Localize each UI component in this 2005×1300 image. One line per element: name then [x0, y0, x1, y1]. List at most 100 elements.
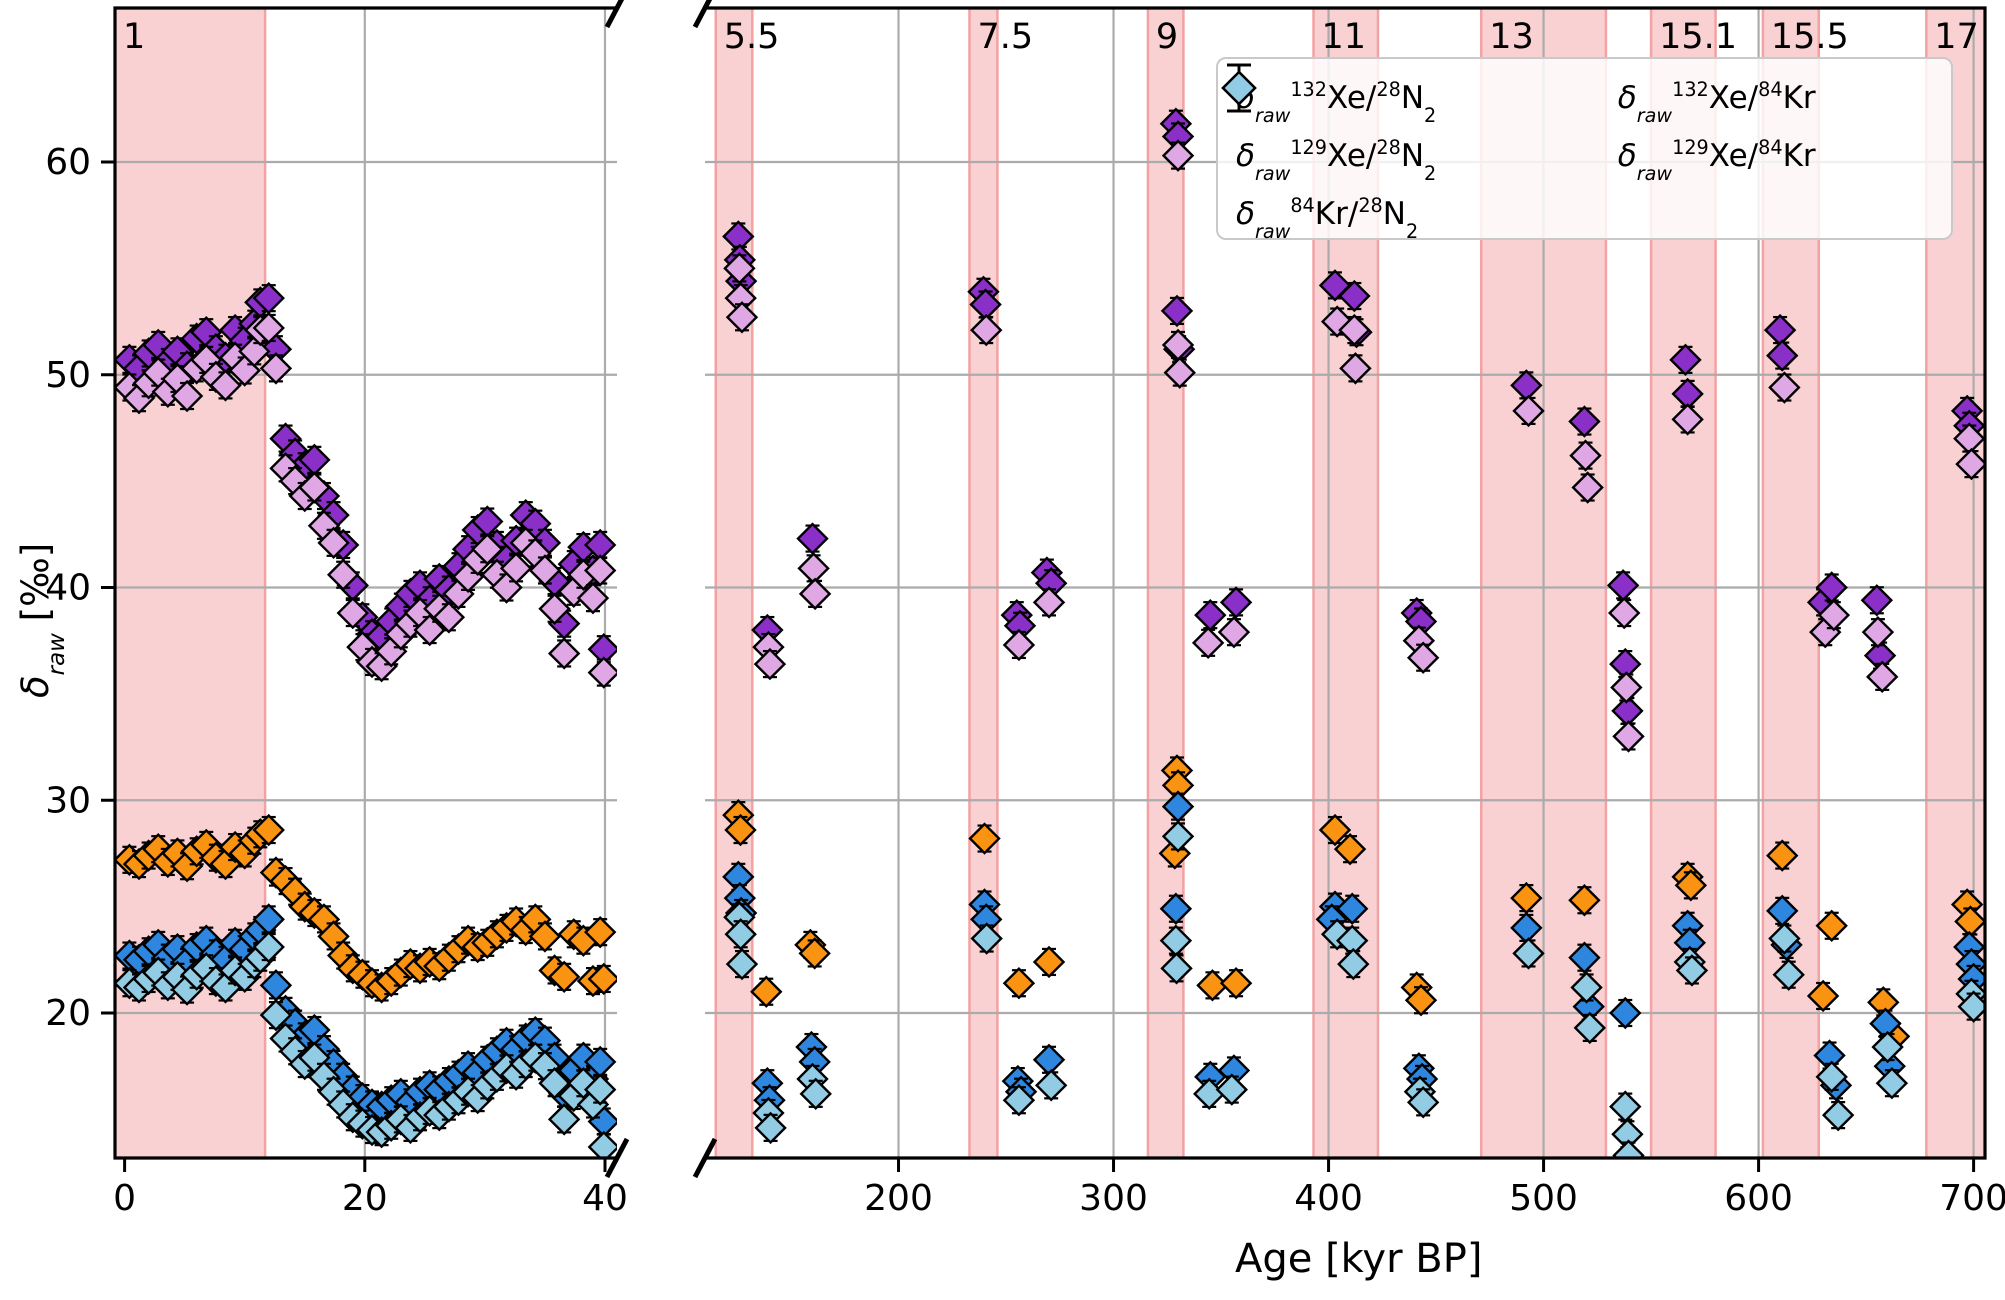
- data-point: [1404, 984, 1438, 1017]
- stage-label: 17: [1934, 17, 1979, 57]
- data-point: [547, 1103, 581, 1136]
- data-point: [432, 601, 466, 634]
- series-d-raw-129Xe-84Kr: [723, 820, 1985, 1158]
- data-point: [547, 960, 581, 994]
- x-tick-label: 0: [113, 1178, 136, 1219]
- data-point: [1568, 941, 1601, 974]
- data-point: [1160, 294, 1194, 328]
- data-point: [797, 552, 830, 585]
- legend-entry: δraw132Xe/28N2: [1221, 63, 1618, 127]
- data-point: [968, 822, 1001, 855]
- data-point: [1772, 958, 1805, 991]
- data-point: [528, 920, 562, 953]
- axis-break-mark: [692, 0, 713, 29]
- data-point: [252, 903, 285, 936]
- data-point: [1669, 343, 1702, 377]
- data-point: [576, 581, 610, 615]
- legend-entry: δraw129Xe/84Kr: [1221, 63, 1943, 185]
- highlight-band: [714, 8, 754, 1158]
- legend-label: δraw132Xe/84Kr: [1617, 77, 1816, 127]
- data-point: [754, 1111, 787, 1145]
- data-point: [1609, 996, 1642, 1030]
- x-tick-label: 200: [864, 1178, 933, 1219]
- data-point: [1034, 567, 1068, 600]
- data-point: [583, 1073, 617, 1106]
- legend-label: δraw84Kr/28N2: [1236, 193, 1419, 243]
- data-point: [1569, 439, 1602, 472]
- data-point: [1608, 596, 1641, 630]
- data-point: [725, 301, 759, 334]
- data-point: [753, 647, 787, 681]
- y-axis-label: δraw [‰]: [14, 542, 71, 698]
- data-point: [723, 252, 756, 285]
- data-point: [1957, 990, 1985, 1023]
- data-point: [1815, 571, 1848, 604]
- data-point: [1159, 924, 1193, 957]
- data-point: [1611, 694, 1644, 728]
- data-point: [471, 533, 504, 566]
- axis-break-mark: [604, 1137, 630, 1179]
- y-tick-label: 60: [45, 142, 91, 183]
- stage-label: 15.5: [1771, 17, 1849, 57]
- data-point: [1866, 660, 1899, 694]
- data-point: [1194, 598, 1227, 632]
- data-point: [1032, 1043, 1066, 1077]
- data-point: [1606, 569, 1640, 602]
- data-point: [209, 369, 242, 402]
- data-point: [1002, 967, 1036, 1000]
- data-point: [1609, 1090, 1642, 1123]
- data-point: [298, 443, 331, 477]
- data-point: [252, 930, 285, 964]
- y-tick-label: 30: [45, 780, 91, 821]
- data-point: [1766, 894, 1799, 928]
- y-tick-label: 40: [45, 568, 91, 609]
- data-point: [259, 352, 293, 385]
- legend-entry: δraw84Kr/28N2: [1221, 63, 1618, 243]
- highlight-band: [968, 8, 999, 1158]
- data-point: [336, 596, 369, 630]
- data-point: [587, 962, 617, 996]
- data-point: [722, 220, 755, 253]
- data-point: [1191, 626, 1225, 660]
- data-point: [1159, 892, 1193, 925]
- data-point: [1954, 905, 1985, 938]
- data-point: [724, 813, 757, 847]
- data-point: [1861, 615, 1895, 649]
- x-axis-label: Age [kyr BP]: [1235, 1236, 1483, 1282]
- data-point: [1002, 628, 1036, 662]
- data-point: [528, 554, 562, 587]
- data-point: [1510, 881, 1543, 915]
- series-d-raw-132Xe-28N2: [722, 107, 1985, 728]
- data-point: [799, 1077, 832, 1111]
- x-tick-label: 300: [1079, 1178, 1148, 1219]
- series-d-raw-129Xe-28N2: [115, 311, 617, 689]
- data-point: [499, 552, 533, 585]
- data-point: [1160, 952, 1193, 985]
- data-point: [298, 471, 331, 504]
- data-point: [1570, 971, 1603, 1004]
- x-tick-label: 40: [582, 1178, 628, 1219]
- legend-label: δraw129Xe/28N2: [1236, 135, 1437, 185]
- data-point: [583, 1045, 617, 1079]
- data-point: [1219, 586, 1253, 619]
- data-point: [1610, 671, 1643, 704]
- data-point: [1671, 403, 1704, 436]
- data-point: [1217, 615, 1251, 649]
- data-point: [750, 975, 783, 1008]
- data-point: [1768, 922, 1801, 955]
- data-point: [1161, 120, 1195, 153]
- stage-label: 9: [1156, 17, 1178, 57]
- stage-label: 15.1: [1659, 17, 1737, 57]
- x-tick-label: 500: [1509, 1178, 1578, 1219]
- data-point: [1573, 1011, 1606, 1045]
- data-point: [538, 592, 571, 625]
- data-point: [583, 528, 617, 562]
- data-point: [587, 1130, 617, 1158]
- data-point: [1034, 1069, 1068, 1102]
- data-point: [1318, 813, 1352, 847]
- data-point: [1821, 1098, 1855, 1132]
- data-point: [1571, 471, 1604, 504]
- series-d-raw-84Kr-28N2: [115, 813, 617, 1004]
- data-point: [538, 1067, 571, 1100]
